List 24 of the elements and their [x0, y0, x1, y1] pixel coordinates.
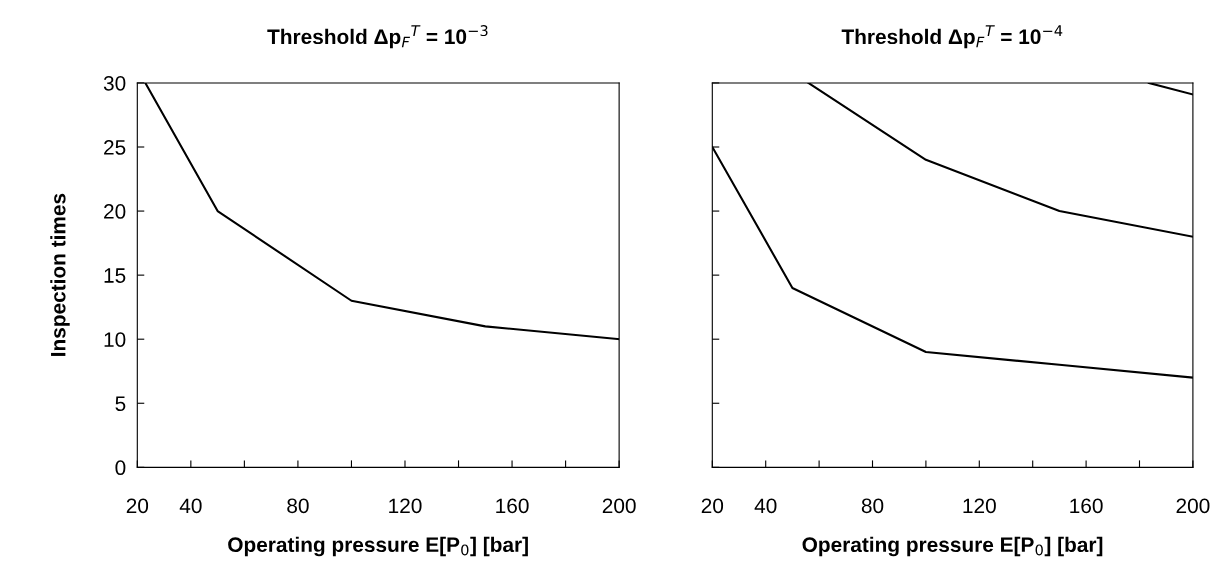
y-tick-label: 30: [103, 75, 126, 91]
y-tick-label: 20: [104, 204, 126, 219]
y-tick-label: 0: [115, 460, 126, 476]
x-tick-label: 80: [861, 498, 884, 514]
x-tick-label: 120: [389, 498, 422, 514]
x-tick-label: 200: [1176, 498, 1210, 514]
x-tick-label: 120: [963, 498, 996, 514]
y-tick-label: 25: [104, 140, 126, 155]
y-axis-title: Inspection times: [50, 193, 70, 356]
x-axis-title: Operating pressure E[P$_{0}$] [bar]: [802, 536, 1103, 557]
x-tick-label: 80: [287, 498, 309, 514]
chart-title: Threshold Δp$_{F}$$^{T}$ = 10$^{−3}$: [267, 25, 488, 49]
x-axis-title: Operating pressure E[P$_{0}$] [bar]: [228, 536, 528, 557]
x-tick-label: 40: [179, 498, 202, 514]
x-tick-label: 160: [496, 498, 529, 514]
x-tick-label: 40: [754, 498, 777, 514]
x-tick-label: 20: [126, 498, 149, 514]
y-tick-label: 10: [104, 332, 126, 347]
chart-title: Threshold Δp$_{F}$$^{T}$ = 10$^{−4}$: [841, 25, 1063, 49]
y-tick-label: 5: [115, 396, 126, 412]
y-tick-label: 15: [104, 268, 126, 283]
x-tick-label: 160: [1070, 498, 1103, 514]
x-tick-label: 200: [602, 498, 636, 514]
x-tick-label: 20: [701, 498, 724, 514]
